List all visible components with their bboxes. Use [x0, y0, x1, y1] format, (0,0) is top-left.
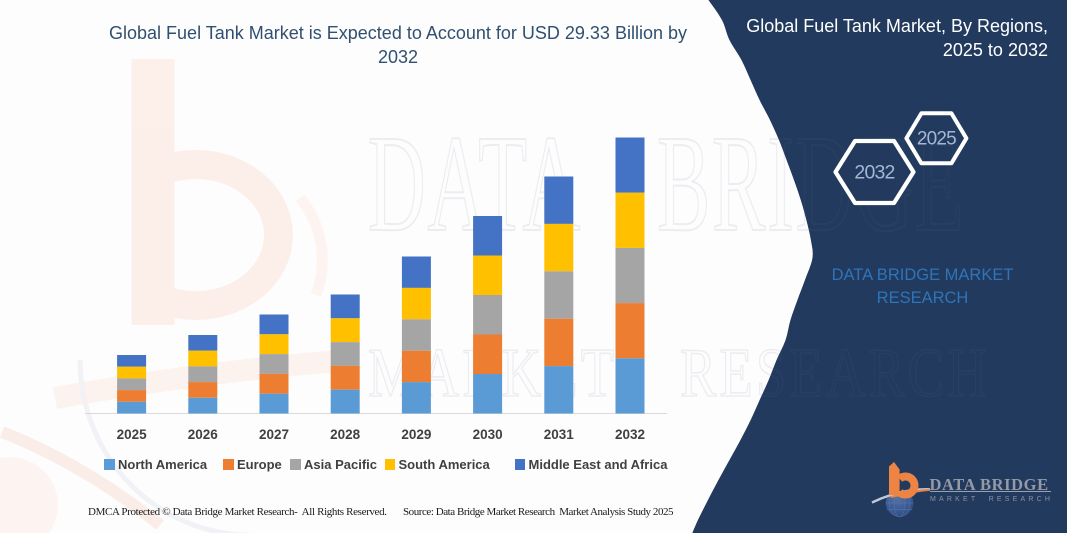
svg-text:2025: 2025: [917, 129, 956, 150]
svg-text:2032: 2032: [854, 162, 894, 184]
